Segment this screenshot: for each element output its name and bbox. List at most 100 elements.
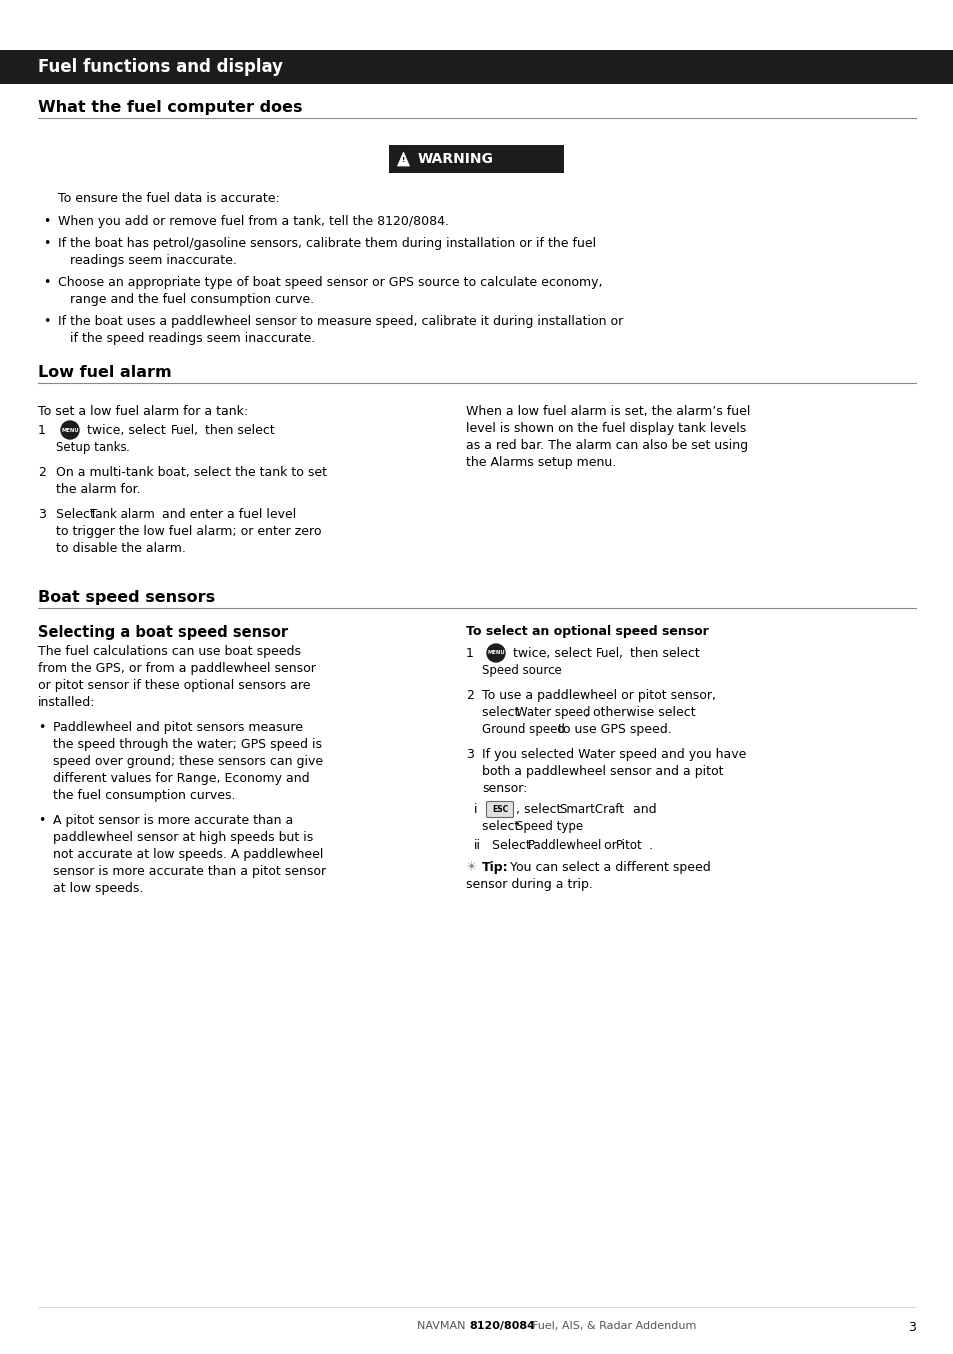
Text: When a low fuel alarm is set, the alarm’s fuel: When a low fuel alarm is set, the alarm’… bbox=[465, 405, 750, 418]
Text: NAVMAN: NAVMAN bbox=[416, 1322, 469, 1331]
Text: i: i bbox=[474, 803, 477, 816]
Text: readings seem inaccurate.: readings seem inaccurate. bbox=[70, 255, 236, 267]
FancyBboxPatch shape bbox=[486, 802, 513, 818]
Text: as a red bar. The alarm can also be set using: as a red bar. The alarm can also be set … bbox=[465, 439, 747, 452]
Text: not accurate at low speeds. A paddlewheel: not accurate at low speeds. A paddlewhee… bbox=[53, 848, 323, 861]
Text: !: ! bbox=[401, 157, 405, 162]
Text: To use a paddlewheel or pitot sensor,: To use a paddlewheel or pitot sensor, bbox=[481, 689, 716, 701]
Text: ☀: ☀ bbox=[465, 861, 476, 873]
Text: •: • bbox=[38, 720, 46, 734]
Text: Choose an appropriate type of boat speed sensor or GPS source to calculate econo: Choose an appropriate type of boat speed… bbox=[58, 276, 602, 288]
Text: or: or bbox=[599, 839, 620, 852]
Text: You can select a different speed: You can select a different speed bbox=[505, 861, 710, 873]
Text: 3: 3 bbox=[907, 1322, 915, 1334]
Text: A pitot sensor is more accurate than a: A pitot sensor is more accurate than a bbox=[53, 814, 293, 827]
Text: the alarm for.: the alarm for. bbox=[56, 483, 140, 496]
Text: the speed through the water; GPS speed is: the speed through the water; GPS speed i… bbox=[53, 738, 322, 751]
Text: 2: 2 bbox=[465, 689, 474, 701]
Text: 8120/8084: 8120/8084 bbox=[469, 1322, 535, 1331]
Text: 1: 1 bbox=[38, 424, 46, 437]
Text: Fuel,: Fuel, bbox=[596, 647, 623, 659]
Text: twice, select: twice, select bbox=[83, 424, 170, 437]
Polygon shape bbox=[397, 152, 409, 167]
Text: •: • bbox=[43, 315, 51, 328]
Text: ii: ii bbox=[474, 839, 480, 852]
Text: range and the fuel consumption curve.: range and the fuel consumption curve. bbox=[70, 292, 314, 306]
Text: Fuel functions and display: Fuel functions and display bbox=[38, 58, 283, 76]
Text: MENU: MENU bbox=[61, 428, 79, 432]
Text: or pitot sensor if these optional sensors are: or pitot sensor if these optional sensor… bbox=[38, 678, 310, 692]
Text: Speed source: Speed source bbox=[481, 663, 561, 677]
Text: .: . bbox=[126, 441, 130, 454]
Text: On a multi-tank boat, select the tank to set: On a multi-tank boat, select the tank to… bbox=[56, 466, 327, 479]
Text: select: select bbox=[481, 821, 523, 833]
Text: 3: 3 bbox=[38, 508, 46, 521]
Text: Speed type: Speed type bbox=[516, 821, 582, 833]
Text: The fuel calculations can use boat speeds: The fuel calculations can use boat speed… bbox=[38, 645, 301, 658]
Text: Water speed: Water speed bbox=[516, 705, 590, 719]
Text: different values for Range, Economy and: different values for Range, Economy and bbox=[53, 772, 310, 785]
Text: twice, select: twice, select bbox=[509, 647, 595, 659]
Text: Paddlewheel: Paddlewheel bbox=[527, 839, 601, 852]
Text: then select: then select bbox=[201, 424, 274, 437]
Text: select: select bbox=[481, 705, 523, 719]
Text: If the boat uses a paddlewheel sensor to measure speed, calibrate it during inst: If the boat uses a paddlewheel sensor to… bbox=[58, 315, 622, 328]
Text: sensor during a trip.: sensor during a trip. bbox=[465, 877, 592, 891]
Text: •: • bbox=[43, 215, 51, 227]
Text: paddlewheel sensor at high speeds but is: paddlewheel sensor at high speeds but is bbox=[53, 831, 313, 844]
Text: speed over ground; these sensors can give: speed over ground; these sensors can giv… bbox=[53, 756, 323, 768]
Text: To select an optional speed sensor: To select an optional speed sensor bbox=[465, 626, 708, 638]
Text: If the boat has petrol/gasoline sensors, calibrate them during installation or i: If the boat has petrol/gasoline sensors,… bbox=[58, 237, 596, 250]
Text: Paddlewheel and pitot sensors measure: Paddlewheel and pitot sensors measure bbox=[53, 720, 303, 734]
Text: level is shown on the fuel display tank levels: level is shown on the fuel display tank … bbox=[465, 422, 745, 435]
Text: Select: Select bbox=[492, 839, 535, 852]
Text: Boat speed sensors: Boat speed sensors bbox=[38, 590, 214, 605]
Text: from the GPS, or from a paddlewheel sensor: from the GPS, or from a paddlewheel sens… bbox=[38, 662, 315, 676]
Text: MENU: MENU bbox=[487, 650, 504, 655]
Text: at low speeds.: at low speeds. bbox=[53, 881, 143, 895]
Bar bbox=[0, 50, 953, 84]
Text: , select: , select bbox=[516, 803, 565, 816]
Text: Tip:: Tip: bbox=[481, 861, 508, 873]
Text: .: . bbox=[552, 663, 556, 677]
Text: .: . bbox=[648, 839, 652, 852]
Text: both a paddlewheel sensor and a pitot: both a paddlewheel sensor and a pitot bbox=[481, 765, 722, 779]
Text: sensor:: sensor: bbox=[481, 783, 527, 795]
Text: Ground speed: Ground speed bbox=[481, 723, 564, 737]
Text: When you add or remove fuel from a tank, tell the 8120/8084.: When you add or remove fuel from a tank,… bbox=[58, 215, 449, 227]
Text: To set a low fuel alarm for a tank:: To set a low fuel alarm for a tank: bbox=[38, 405, 248, 418]
Text: 1: 1 bbox=[465, 647, 474, 659]
Text: Low fuel alarm: Low fuel alarm bbox=[38, 366, 172, 380]
Text: If you selected Water speed and you have: If you selected Water speed and you have bbox=[481, 747, 745, 761]
Text: if the speed readings seem inaccurate.: if the speed readings seem inaccurate. bbox=[70, 332, 314, 345]
Text: 3: 3 bbox=[465, 747, 474, 761]
Text: sensor is more accurate than a pitot sensor: sensor is more accurate than a pitot sen… bbox=[53, 865, 326, 877]
Text: then select: then select bbox=[625, 647, 699, 659]
Bar bbox=[389, 145, 564, 173]
Text: •: • bbox=[43, 237, 51, 250]
Text: Pitot: Pitot bbox=[616, 839, 642, 852]
Text: SmartCraft: SmartCraft bbox=[558, 803, 623, 816]
Text: and: and bbox=[628, 803, 656, 816]
Text: Fuel, AIS, & Radar Addendum: Fuel, AIS, & Radar Addendum bbox=[524, 1322, 696, 1331]
Text: Fuel,: Fuel, bbox=[171, 424, 198, 437]
Text: to use GPS speed.: to use GPS speed. bbox=[554, 723, 671, 737]
Text: 2: 2 bbox=[38, 466, 46, 479]
Text: , otherwise select: , otherwise select bbox=[584, 705, 695, 719]
Text: •: • bbox=[38, 814, 46, 827]
Text: •: • bbox=[43, 276, 51, 288]
Circle shape bbox=[486, 645, 504, 662]
Text: the fuel consumption curves.: the fuel consumption curves. bbox=[53, 789, 235, 802]
Text: to trigger the low fuel alarm; or enter zero: to trigger the low fuel alarm; or enter … bbox=[56, 525, 321, 538]
Text: To ensure the fuel data is accurate:: To ensure the fuel data is accurate: bbox=[58, 192, 279, 204]
Text: to disable the alarm.: to disable the alarm. bbox=[56, 542, 186, 555]
Text: Tank alarm: Tank alarm bbox=[90, 508, 154, 521]
Text: Selecting a boat speed sensor: Selecting a boat speed sensor bbox=[38, 626, 288, 640]
Circle shape bbox=[61, 421, 79, 439]
Text: Select: Select bbox=[56, 508, 99, 521]
Text: the Alarms setup menu.: the Alarms setup menu. bbox=[465, 456, 616, 468]
Text: and enter a fuel level: and enter a fuel level bbox=[158, 508, 296, 521]
Text: What the fuel computer does: What the fuel computer does bbox=[38, 100, 302, 115]
Text: ESC: ESC bbox=[492, 806, 508, 814]
Text: installed:: installed: bbox=[38, 696, 95, 709]
